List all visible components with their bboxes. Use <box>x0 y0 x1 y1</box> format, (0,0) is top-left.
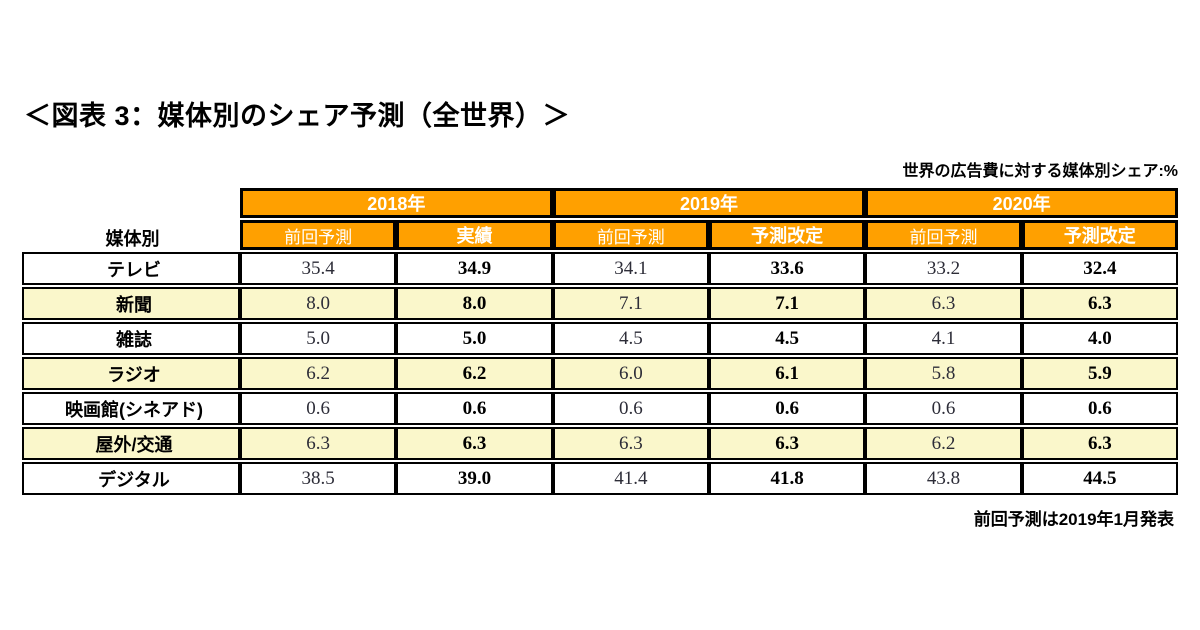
value-cell: 4.5 <box>552 322 709 355</box>
value-cell: 6.3 <box>240 427 397 460</box>
footnote: 前回予測は2019年1月発表 <box>973 510 1174 529</box>
value-cell: 33.2 <box>865 252 1022 285</box>
value-cell: 6.3 <box>552 427 709 460</box>
row-header-label: 媒体別 <box>22 220 240 250</box>
value-cell: 33.6 <box>708 252 866 285</box>
value-cell: 34.1 <box>552 252 709 285</box>
column-header: 前回予測 <box>240 220 397 250</box>
year-header: 2018年 <box>240 188 553 218</box>
value-cell: 0.6 <box>396 392 553 425</box>
value-cell: 5.0 <box>396 322 553 355</box>
column-header: 前回予測 <box>552 220 709 250</box>
value-cell: 4.5 <box>708 322 866 355</box>
value-cell: 6.2 <box>865 427 1022 460</box>
value-cell: 0.6 <box>708 392 866 425</box>
value-cell: 43.8 <box>865 462 1022 495</box>
value-cell: 8.0 <box>396 287 553 320</box>
value-cell: 41.4 <box>552 462 709 495</box>
value-cell: 44.5 <box>1021 462 1178 495</box>
value-cell: 5.0 <box>240 322 397 355</box>
year-header: 2019年 <box>552 188 866 218</box>
row-label: テレビ <box>22 252 240 285</box>
value-cell: 0.6 <box>865 392 1022 425</box>
row-label: 映画館(シネアド) <box>22 392 240 425</box>
column-header: 予測改定 <box>1021 220 1178 250</box>
row-label: ラジオ <box>22 357 240 390</box>
value-cell: 39.0 <box>396 462 553 495</box>
value-cell: 0.6 <box>240 392 397 425</box>
year-header: 2020年 <box>865 188 1178 218</box>
value-cell: 8.0 <box>240 287 397 320</box>
value-cell: 4.0 <box>1021 322 1178 355</box>
row-label: 屋外/交通 <box>22 427 240 460</box>
row-label: 新聞 <box>22 287 240 320</box>
value-cell: 6.2 <box>396 357 553 390</box>
value-cell: 5.8 <box>865 357 1022 390</box>
value-cell: 35.4 <box>240 252 397 285</box>
value-cell: 6.0 <box>552 357 709 390</box>
value-cell: 0.6 <box>1021 392 1178 425</box>
value-cell: 5.9 <box>1021 357 1178 390</box>
value-cell: 7.1 <box>552 287 709 320</box>
value-cell: 41.8 <box>708 462 866 495</box>
value-cell: 0.6 <box>552 392 709 425</box>
value-cell: 6.2 <box>240 357 397 390</box>
value-cell: 6.1 <box>708 357 866 390</box>
row-label: 雑誌 <box>22 322 240 355</box>
corner-spacer <box>22 188 240 218</box>
value-cell: 7.1 <box>708 287 866 320</box>
row-label: デジタル <box>22 462 240 495</box>
value-cell: 32.4 <box>1021 252 1178 285</box>
media-share-table: 2018年 2019年 2020年 媒体別 前回予測 実績 前回予測 予測改定 前回予測 予測改定… <box>22 188 1178 495</box>
column-header: 予測改定 <box>708 220 866 250</box>
value-cell: 34.9 <box>396 252 553 285</box>
value-cell: 6.3 <box>396 427 553 460</box>
value-cell: 6.3 <box>1021 427 1178 460</box>
value-cell: 4.1 <box>865 322 1022 355</box>
value-cell: 6.3 <box>865 287 1022 320</box>
figure-title: ＜図表 3：媒体別のシェア予測（全世界）＞ <box>24 101 571 131</box>
value-cell: 6.3 <box>708 427 866 460</box>
value-cell: 6.3 <box>1021 287 1178 320</box>
column-header: 実績 <box>396 220 553 250</box>
unit-note: 世界の広告費に対する媒体別シェア:% <box>902 163 1178 180</box>
column-header: 前回予測 <box>865 220 1022 250</box>
value-cell: 38.5 <box>240 462 397 495</box>
